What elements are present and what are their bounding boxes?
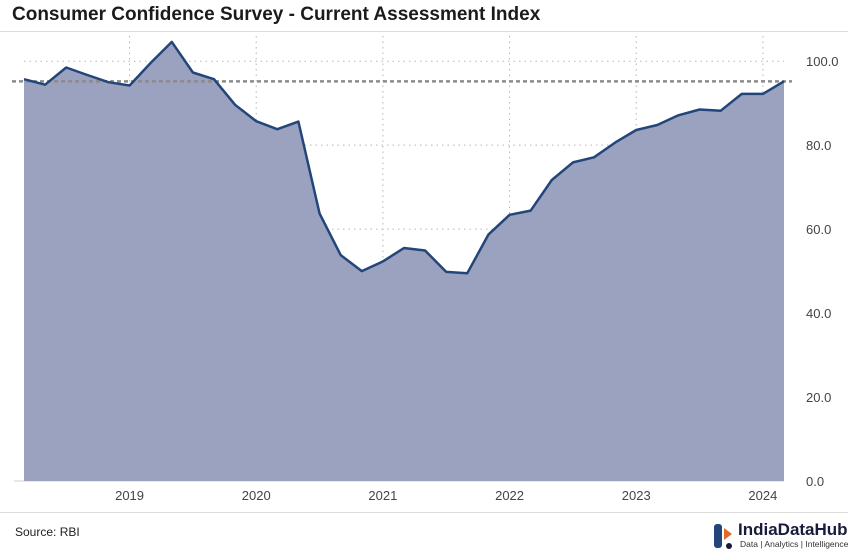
indiadatahub-logo-icon: [714, 524, 732, 549]
series-line: [23, 40, 785, 275]
x-tick-label: 2021: [368, 488, 397, 503]
title-divider: [0, 31, 848, 32]
y-tick-label: 40.0: [806, 306, 831, 321]
x-tick-label: 2024: [748, 488, 777, 503]
x-tick-label: 2019: [115, 488, 144, 503]
footer-divider: [0, 512, 848, 513]
x-tick-label: 2023: [622, 488, 651, 503]
chart-title: Consumer Confidence Survey - Current Ass…: [12, 4, 541, 25]
y-tick-label: 100.0: [806, 54, 839, 69]
brand-name: IndiaDataHub: [738, 520, 848, 539]
source-note: Source: RBI: [15, 525, 80, 539]
x-axis-ticks: 2019 2020 2021 2022 2023 2024: [115, 488, 777, 503]
brand-tagline: Data | Analytics | Intelligence: [740, 539, 848, 549]
brand-logo: IndiaDataHub Data | Analytics | Intellig…: [712, 520, 848, 552]
x-tick-label: 2020: [242, 488, 271, 503]
area-fill: [24, 41, 784, 482]
y-tick-label: 60.0: [806, 222, 831, 237]
y-axis-ticks: 0.0 20.0 40.0 60.0 80.0 100.0: [806, 54, 839, 489]
y-tick-label: 0.0: [806, 474, 824, 489]
y-tick-label: 20.0: [806, 390, 831, 405]
x-tick-label: 2022: [495, 488, 524, 503]
y-tick-label: 80.0: [806, 138, 831, 153]
